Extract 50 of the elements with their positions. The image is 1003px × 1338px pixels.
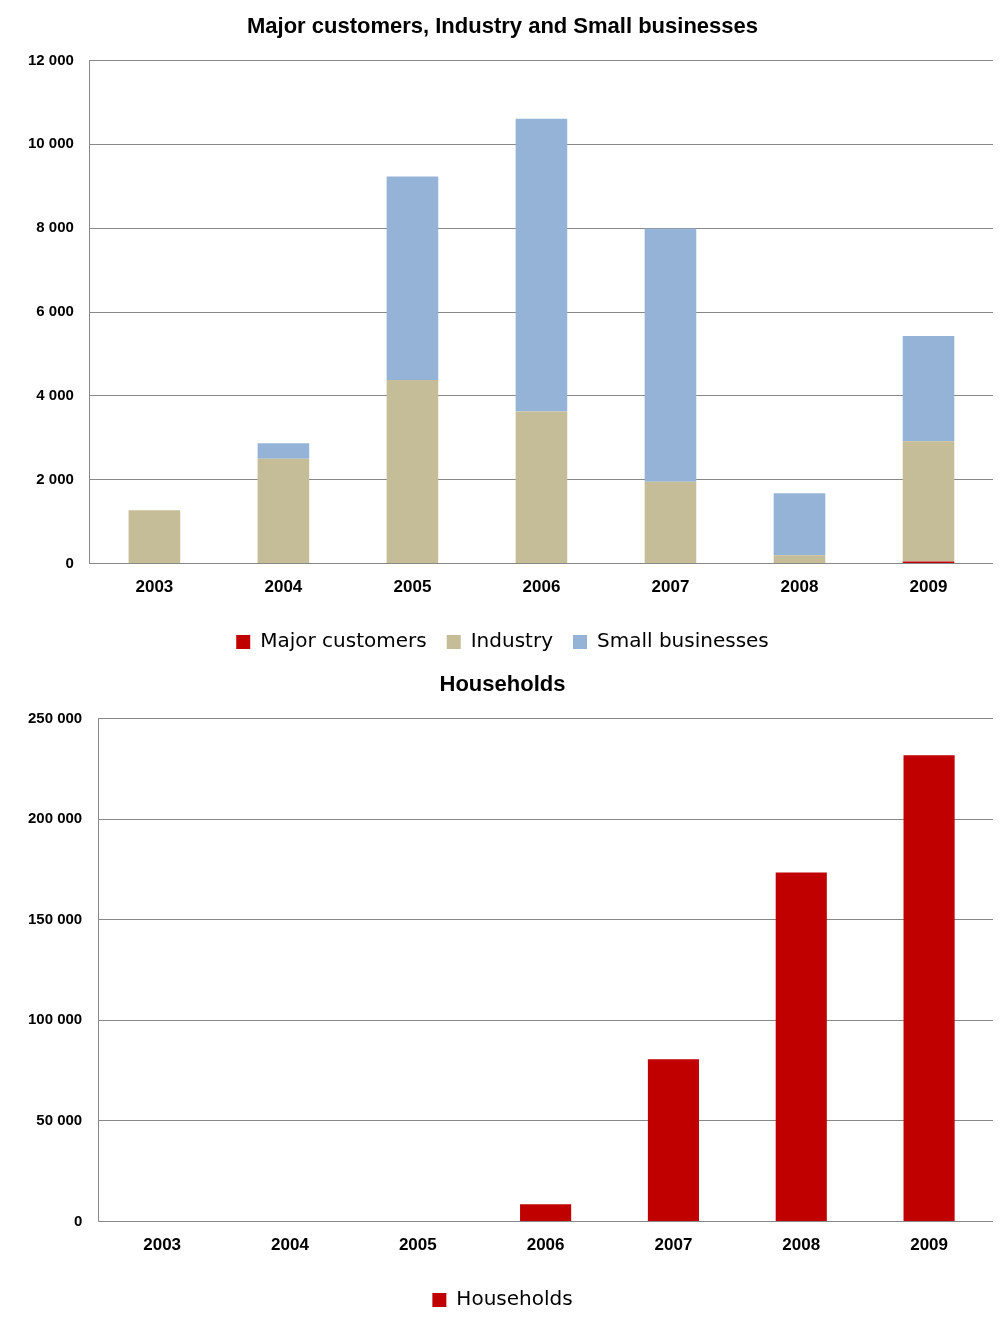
- x-tick-label: 2007: [654, 1235, 693, 1255]
- x-tick-label: 2005: [393, 577, 432, 597]
- bar: [902, 335, 955, 442]
- x-tick-label: 2008: [780, 577, 819, 597]
- x-tick-label: 2004: [264, 577, 303, 597]
- bar: [257, 458, 310, 564]
- bar: [386, 379, 439, 564]
- y-tick-label: 0: [65, 553, 74, 571]
- bar: [902, 441, 955, 562]
- bar: [257, 443, 310, 459]
- x-tick-label: 2003: [143, 1235, 182, 1255]
- bar: [644, 481, 697, 564]
- bar: [515, 118, 568, 412]
- chart-title: Households: [439, 671, 566, 697]
- y-tick-label: 4 000: [36, 386, 74, 404]
- legend-label: Small businesses: [596, 628, 769, 653]
- y-tick-label: 2 000: [36, 469, 74, 487]
- x-tick-label: 2008: [782, 1235, 821, 1255]
- bar: [775, 872, 827, 1222]
- y-tick-label: 10 000: [27, 134, 74, 152]
- bar: [773, 493, 826, 556]
- y-tick-label: 8 000: [36, 218, 74, 236]
- x-tick-label: 2009: [909, 577, 948, 597]
- bar: [520, 1204, 572, 1222]
- x-tick-label: 2004: [271, 1235, 310, 1255]
- bar: [647, 1059, 699, 1222]
- y-tick-label: 200 000: [27, 809, 83, 827]
- legend-label: Major customers: [260, 628, 427, 653]
- bar: [773, 555, 826, 564]
- x-tick-label: 2007: [651, 577, 690, 597]
- y-tick-label: 0: [73, 1211, 83, 1229]
- y-tick-label: 150 000: [27, 909, 83, 927]
- legend-label: Households: [456, 1286, 573, 1311]
- x-tick-label: 2005: [398, 1235, 437, 1255]
- bar: [644, 228, 697, 482]
- bar: [903, 755, 955, 1222]
- chart-title: Major customers, Industry and Small businesses: [246, 13, 759, 39]
- bar: [386, 176, 439, 380]
- x-tick-label: 2006: [522, 577, 561, 597]
- x-tick-label: 2009: [910, 1235, 948, 1255]
- x-tick-label: 2006: [526, 1235, 565, 1255]
- y-tick-label: 250 000: [27, 708, 83, 726]
- bar: [515, 411, 568, 564]
- x-tick-label: 2003: [135, 577, 174, 597]
- y-tick-label: 100 000: [27, 1010, 83, 1028]
- y-tick-label: 50 000: [36, 1111, 83, 1129]
- y-tick-label: 6 000: [36, 302, 74, 320]
- y-tick-label: 12 000: [27, 50, 74, 68]
- legend-label: Industry: [470, 628, 554, 653]
- bar: [128, 510, 181, 564]
